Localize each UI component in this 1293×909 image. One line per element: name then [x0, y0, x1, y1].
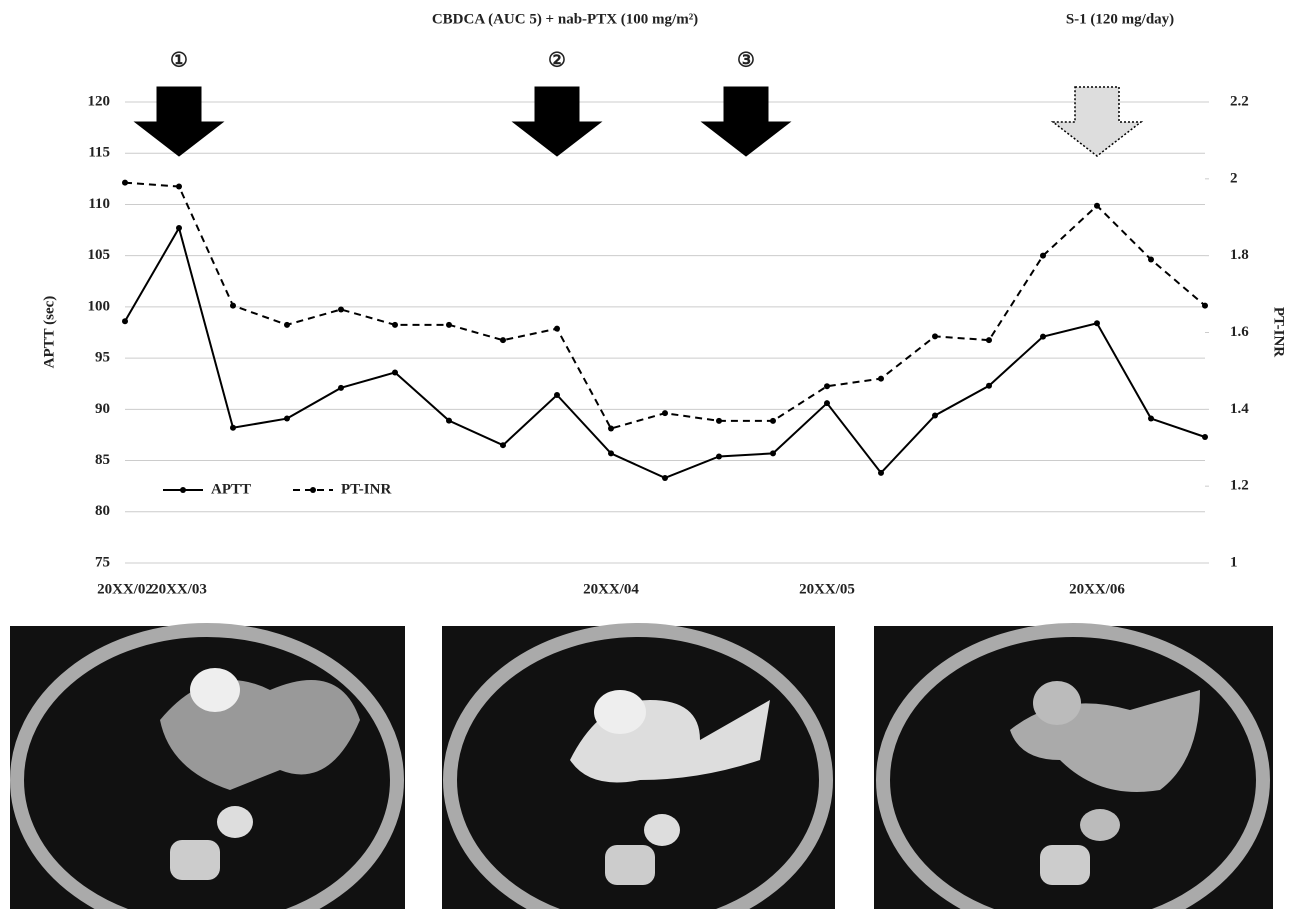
data-point: [770, 418, 776, 424]
data-point: [1094, 320, 1100, 326]
y2-tick-label: 1.8: [1230, 247, 1249, 263]
data-point: [662, 410, 668, 416]
data-point: [554, 392, 560, 398]
y2-tick-label: 1.4: [1230, 401, 1249, 417]
data-point: [284, 416, 290, 422]
x-tick-label: 20XX/06: [1069, 581, 1125, 597]
x-tick-label: 20XX/05: [799, 581, 855, 597]
data-point: [770, 450, 776, 456]
y-tick-label: 95: [95, 350, 110, 366]
data-point: [824, 383, 830, 389]
arrow-shape: [1053, 87, 1141, 156]
x-tick-label: 20XX/02: [97, 581, 153, 597]
data-point: [716, 453, 722, 459]
y-tick-label: 90: [95, 401, 110, 417]
y-tick-label: 115: [88, 145, 110, 161]
data-point: [392, 322, 398, 328]
y-tick-label: 100: [88, 298, 111, 314]
legend-label: PT-INR: [341, 481, 391, 497]
x-tick-label: 20XX/03: [151, 581, 207, 597]
data-point: [392, 369, 398, 375]
data-point: [554, 326, 560, 332]
legend-marker: [310, 487, 316, 493]
data-point: [230, 303, 236, 309]
data-point: [1148, 416, 1154, 422]
y2-axis-title: PT-INR: [1271, 307, 1287, 357]
y2-tick-label: 1.2: [1230, 478, 1249, 494]
data-point: [878, 376, 884, 382]
data-point: [608, 426, 614, 432]
data-point: [608, 450, 614, 456]
ct-image: [442, 626, 835, 909]
data-point: [986, 383, 992, 389]
y2-tick-label: 2.2: [1230, 93, 1249, 109]
regimen-label: S-1 (120 mg/day): [1066, 11, 1174, 27]
data-point: [1040, 253, 1046, 259]
series-line: [125, 228, 1205, 478]
data-point: [176, 184, 182, 190]
cycle-number: ①: [170, 50, 188, 72]
data-point: [662, 475, 668, 481]
ct-image: [874, 626, 1273, 909]
x-tick-label: 20XX/04: [583, 581, 639, 597]
data-point: [122, 180, 128, 186]
y-tick-label: 85: [95, 452, 110, 468]
y2-tick-label: 1: [1230, 554, 1238, 570]
y2-tick-label: 2: [1230, 170, 1238, 186]
y-tick-label: 110: [88, 196, 110, 212]
y-tick-label: 75: [95, 554, 110, 570]
cycle-number: ②: [548, 50, 566, 72]
ct-image: [10, 626, 405, 909]
arrow-shape: [702, 87, 790, 156]
treatment-arrow: [702, 87, 790, 156]
cycle-number: ③: [737, 50, 755, 72]
data-point: [1202, 303, 1208, 309]
y-axis-title: APTT (sec): [41, 296, 57, 369]
data-point: [1040, 334, 1046, 340]
data-point: [284, 322, 290, 328]
regimen-label: CBDCA (AUC 5) + nab-PTX (100 mg/m²): [432, 11, 698, 27]
data-point: [230, 425, 236, 431]
legend-label: APTT: [211, 481, 251, 497]
data-point: [932, 412, 938, 418]
arrow-shape: [135, 87, 223, 156]
figure: CBDCA (AUC 5) + nab-PTX (100 mg/m²) S-1 …: [0, 0, 1293, 909]
y-tick-label: 105: [88, 247, 111, 263]
data-point: [824, 400, 830, 406]
treatment-arrow: [1053, 87, 1141, 156]
data-point: [878, 470, 884, 476]
series-line: [125, 183, 1205, 429]
ct-images: [10, 626, 1273, 909]
y-tick-label: 120: [88, 93, 111, 109]
legend-marker: [180, 487, 186, 493]
data-point: [932, 333, 938, 339]
data-point: [500, 442, 506, 448]
data-point: [986, 337, 992, 343]
arrow-shape: [513, 87, 601, 156]
data-point: [1148, 257, 1154, 263]
data-point: [500, 337, 506, 343]
data-point: [338, 306, 344, 312]
data-point: [1094, 203, 1100, 209]
data-point: [446, 322, 452, 328]
data-point: [338, 385, 344, 391]
treatment-arrow: [135, 87, 223, 156]
y2-tick-label: 1.6: [1230, 324, 1249, 340]
data-point: [1202, 434, 1208, 440]
treatment-arrow: [513, 87, 601, 156]
data-point: [446, 418, 452, 424]
y-tick-label: 80: [95, 503, 110, 519]
data-point: [716, 418, 722, 424]
data-point: [122, 318, 128, 324]
data-point: [176, 225, 182, 231]
